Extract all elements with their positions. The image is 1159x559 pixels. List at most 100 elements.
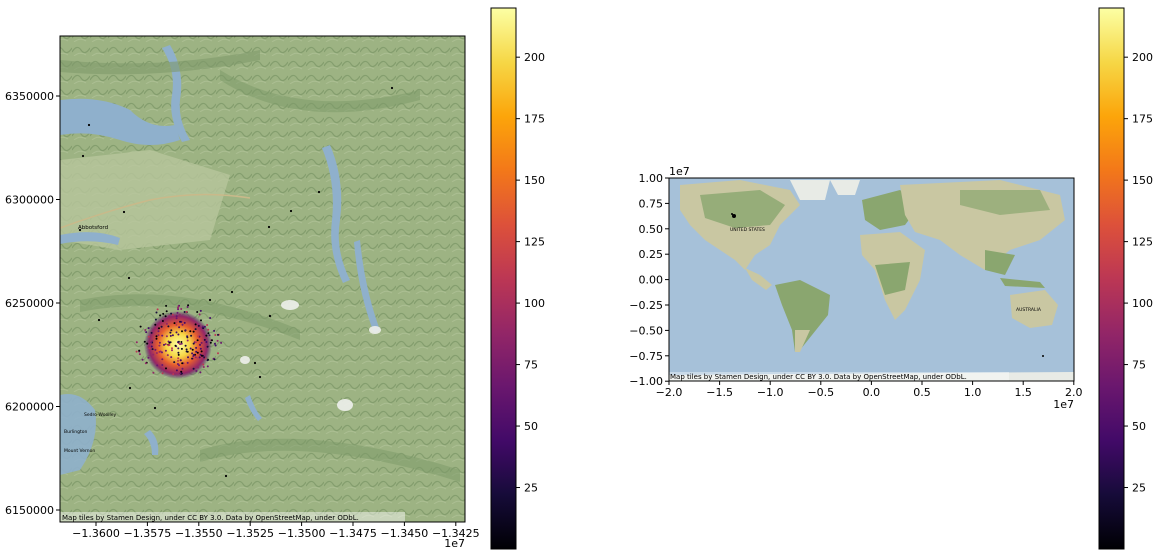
scatter-point (177, 357, 180, 360)
scatter-point (158, 341, 161, 344)
scatter-point (189, 347, 192, 350)
scatter-point (220, 341, 223, 344)
left-y-tick-label: 6300000 (5, 194, 54, 207)
scatter-point (154, 348, 157, 351)
scatter-point (177, 333, 180, 336)
right-colorbar-ticks: 25 50 75 100 125 150 175 200 (1124, 51, 1153, 495)
scatter-point (169, 334, 172, 337)
scatter-point (186, 306, 189, 308)
scatter-point (157, 330, 160, 333)
scatter-point (198, 356, 201, 359)
scatter-point (179, 359, 182, 362)
scatter-point (154, 323, 157, 326)
scatter-point (127, 276, 131, 280)
right-x-tick-label: −1.5 (706, 386, 733, 399)
left-map-panel: Abbotsford Sedro-Woolley Burlington Moun… (5, 35, 480, 550)
right-y-tick-label: 0.00 (639, 274, 664, 287)
scatter-point (230, 290, 234, 294)
scatter-point (177, 353, 180, 356)
left-y-tick-label: 6200000 (5, 401, 54, 414)
place-label-australia: AUSTRALIA (1016, 307, 1042, 313)
scatter-point (213, 358, 216, 361)
scatter-point (183, 321, 186, 324)
scatter-point (150, 331, 153, 334)
scatter-point (161, 364, 164, 366)
left-y-tick-label: 6350000 (5, 90, 54, 103)
scatter-point (194, 323, 197, 326)
scatter-point (166, 354, 169, 357)
scatter-point (143, 340, 146, 343)
scatter-point (152, 353, 155, 356)
scatter-point (161, 351, 163, 354)
scatter-point (203, 325, 206, 328)
scatter-point (175, 317, 178, 320)
scatter-point (173, 361, 176, 364)
scatter-point (214, 334, 217, 336)
right-x-tick-label: 1.0 (964, 386, 982, 399)
scatter-point (184, 344, 187, 347)
left-x-tick-label: −1.3525 (226, 527, 274, 540)
scatter-point (177, 340, 180, 343)
scatter-point (167, 325, 170, 328)
right-colorbar-tick-label: 150 (1132, 174, 1153, 187)
left-x-offset: 1e7 (444, 537, 465, 550)
scatter-point (184, 329, 187, 332)
scatter-point (192, 330, 195, 333)
scatter-point (206, 359, 209, 362)
scatter-point (199, 347, 202, 350)
scatter-point (122, 210, 126, 214)
scatter-point (170, 356, 173, 359)
scatter-point (186, 361, 189, 364)
left-colorbar-ticks: 25 50 75 100 125 150 175 200 (516, 51, 545, 495)
scatter-point (152, 371, 155, 374)
scatter-point (189, 330, 192, 333)
scatter-point (158, 344, 161, 347)
scatter-point (164, 349, 167, 352)
right-colorbar: 25 50 75 100 125 150 175 200 (1098, 7, 1153, 550)
scatter-point (195, 350, 198, 353)
scatter-point (150, 341, 153, 344)
right-x-tick-label: 2.0 (1065, 386, 1083, 399)
right-colorbar-tick-label: 200 (1132, 51, 1153, 64)
scatter-point (163, 343, 165, 346)
right-x-tick-label: −0.5 (807, 386, 834, 399)
scatter-point (161, 358, 164, 361)
scatter-point (144, 362, 147, 365)
data-point-washington (731, 213, 733, 215)
right-y-tick-label: 0.50 (639, 223, 664, 236)
right-colorbar-tick-label: 125 (1132, 236, 1153, 249)
left-colorbar-tick-label: 25 (524, 482, 538, 495)
right-y-offset: 1e7 (669, 165, 690, 178)
scatter-point (209, 317, 212, 319)
scatter-point (194, 328, 197, 331)
scatter-point (187, 356, 189, 359)
scatter-point (205, 334, 208, 337)
scatter-point (165, 322, 168, 325)
left-attribution: Map tiles by Stamen Design, under CC BY … (62, 514, 359, 522)
scatter-point (171, 347, 173, 350)
right-y-tick-label: −0.75 (629, 350, 663, 363)
scatter-point (203, 338, 206, 341)
scatter-point (206, 324, 209, 326)
scatter-point (168, 341, 171, 344)
scatter-point (216, 339, 219, 342)
scatter-point (78, 228, 82, 232)
scatter-point (179, 343, 182, 346)
scatter-point (179, 320, 181, 323)
scatter-point (175, 315, 178, 318)
scatter-point (196, 311, 199, 313)
scatter-point (175, 321, 178, 324)
scatter-point (202, 363, 205, 366)
scatter-point (159, 314, 162, 317)
scatter-point (204, 357, 207, 360)
scatter-point (161, 334, 164, 337)
scatter-point (267, 225, 271, 229)
right-x-tick-label: −2.0 (656, 386, 683, 399)
scatter-point (191, 352, 194, 355)
scatter-point (177, 347, 180, 350)
scatter-point (164, 343, 167, 346)
left-scatter-points (78, 86, 394, 478)
scatter-point (217, 333, 219, 336)
left-x-tick-label: −1.3425 (432, 527, 480, 540)
scatter-point (200, 341, 203, 344)
